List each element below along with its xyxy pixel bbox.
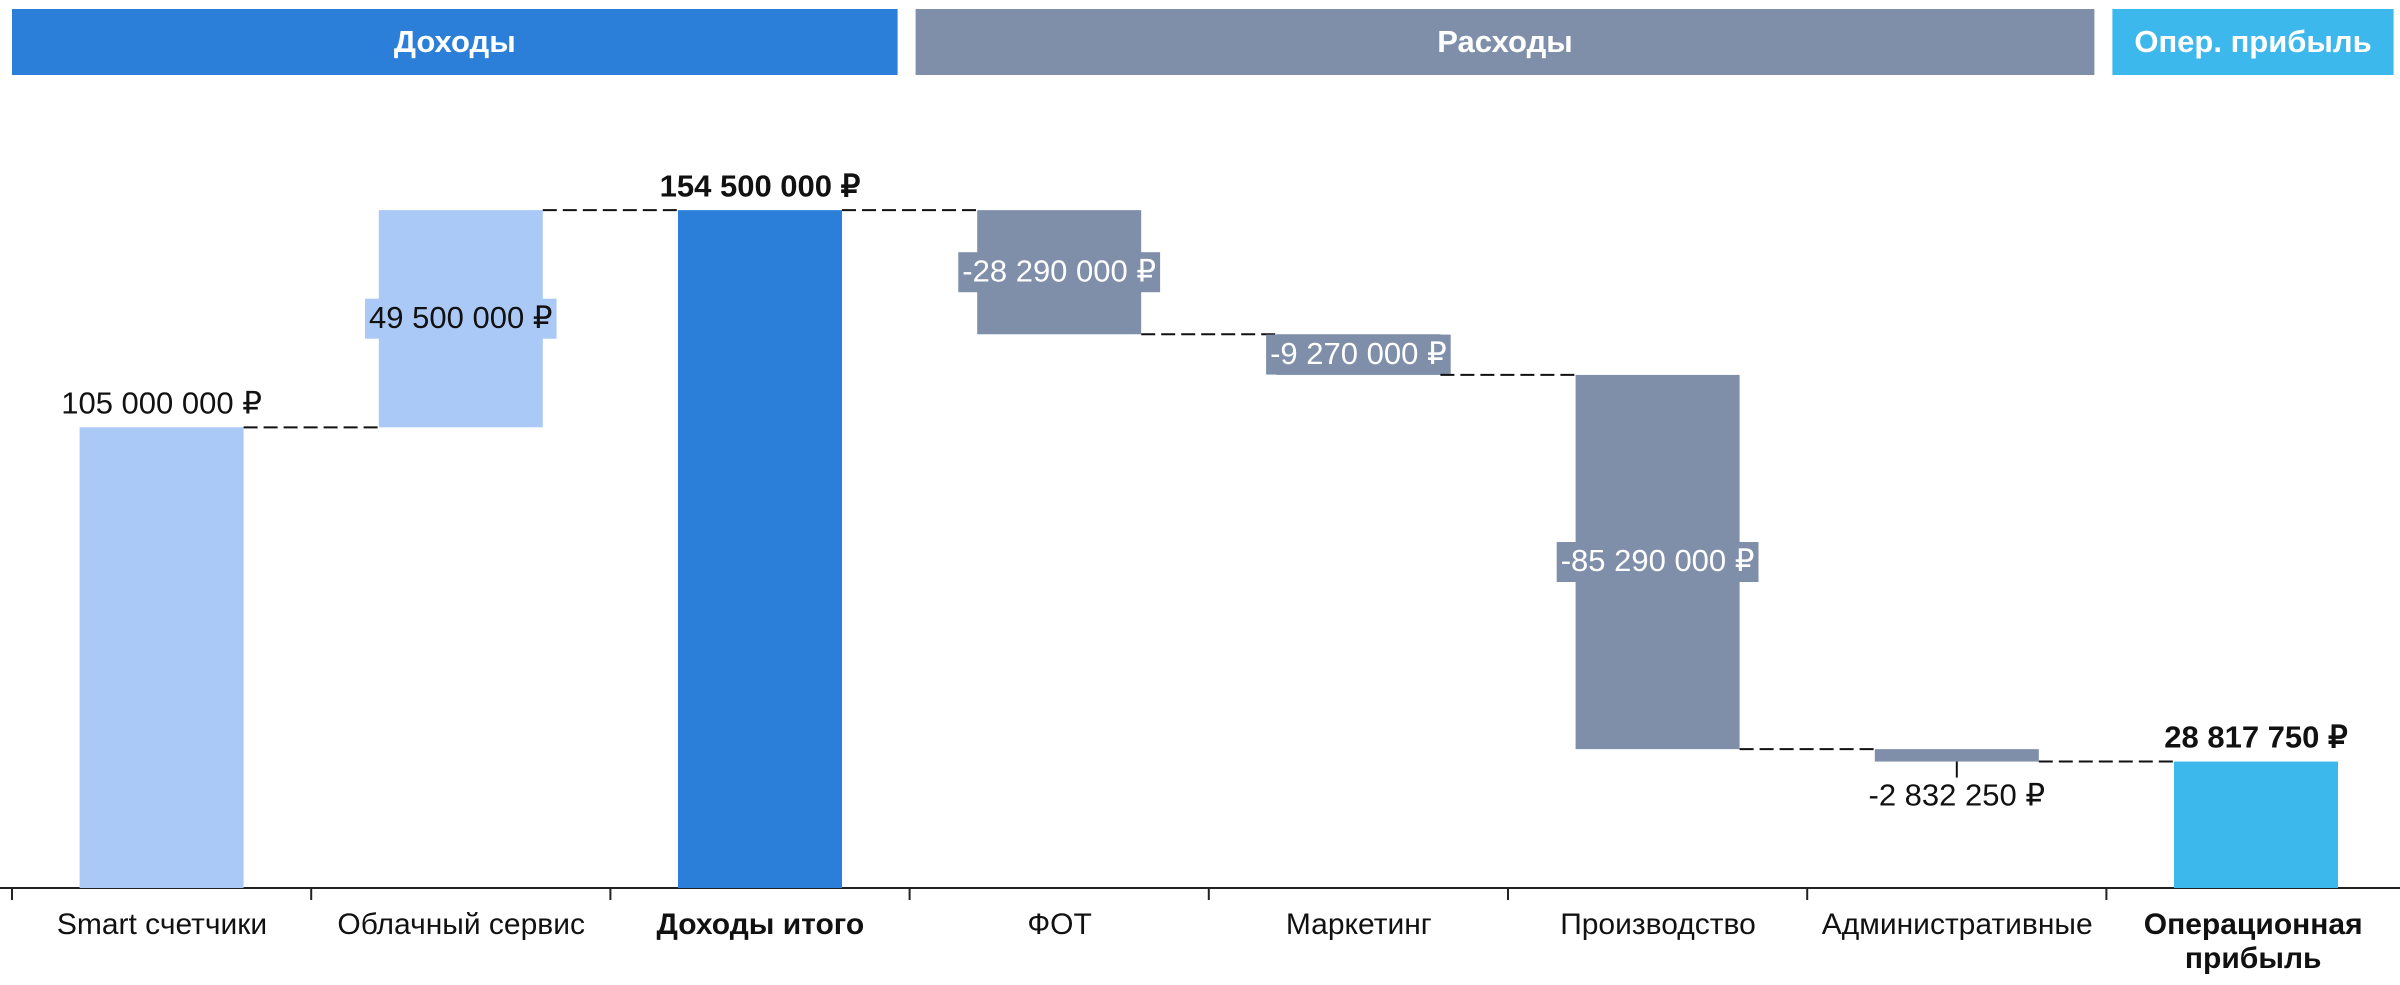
value-label: -28 290 000 ₽ (962, 253, 1156, 288)
value-label: 105 000 000 ₽ (61, 386, 262, 421)
bar (2174, 761, 2338, 888)
bar (79, 427, 244, 888)
value-label: -2 832 250 ₽ (1869, 778, 2046, 813)
category-label: Производство (1560, 908, 1756, 941)
category-label: Доходы итого (656, 908, 865, 941)
category-label: Административные (1821, 908, 2093, 941)
value-label: 28 817 750 ₽ (2164, 720, 2348, 755)
group-label: Расходы (1437, 24, 1573, 59)
value-label-bg (1266, 334, 1451, 375)
category-label: Операционная прибыль (2143, 908, 2363, 975)
value-label: 49 500 000 ₽ (369, 300, 553, 335)
value-label-bg (365, 298, 557, 339)
bar (678, 210, 842, 889)
category-label: Маркетинг (1285, 908, 1432, 941)
value-label: -85 290 000 ₽ (1561, 543, 1755, 578)
value-label: 154 500 000 ₽ (660, 168, 861, 203)
group-header (12, 9, 898, 75)
group-label: Доходы (394, 24, 516, 59)
bar (1874, 749, 2039, 762)
value-label-bg (1556, 542, 1759, 583)
category-label: Облачный сервис (337, 908, 585, 941)
value-label-bg (958, 252, 1161, 293)
category-label: Smart счетчики (56, 908, 268, 941)
group-label: Опер. прибыль (2134, 24, 2371, 59)
group-header (915, 9, 2095, 75)
category-label: ФОТ (1027, 908, 1092, 941)
value-label: -9 270 000 ₽ (1270, 336, 1447, 371)
group-header (2112, 9, 2394, 75)
